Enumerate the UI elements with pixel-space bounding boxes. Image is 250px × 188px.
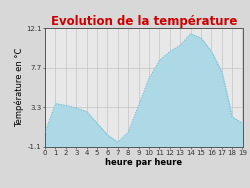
Y-axis label: Température en °C: Température en °C bbox=[15, 48, 24, 127]
Title: Evolution de la température: Evolution de la température bbox=[50, 15, 237, 28]
X-axis label: heure par heure: heure par heure bbox=[105, 158, 182, 167]
